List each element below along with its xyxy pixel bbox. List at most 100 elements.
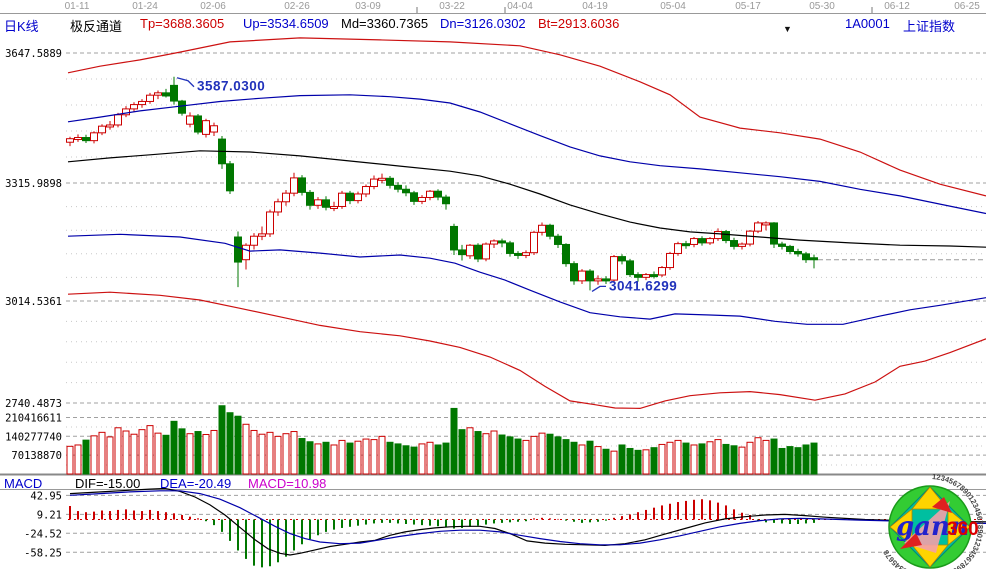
candle-body [770,222,778,245]
band-value-tp: Tp=3688.3605 [140,16,225,31]
volume-bar [162,434,170,475]
candle-body [410,192,418,202]
volume-bar [146,425,154,475]
candle-body [266,211,274,235]
candle-body [250,235,258,246]
candle-body [634,274,642,278]
band-value-bt: Bt=2913.6036 [538,16,620,31]
volume-bar [338,439,346,475]
volume-bar [82,439,90,475]
candle-body [682,243,690,247]
candle-body [466,244,474,257]
candle-body [114,114,122,126]
candle-body [626,260,634,276]
volume-bar [810,442,818,475]
date-tick-label: 01-11 [64,1,90,12]
date-tick-label: 05-04 [660,1,686,12]
logo-text-360: 360 [947,519,979,540]
candle-body [522,252,530,256]
volume-bar [610,450,618,475]
volume-bar [442,442,450,475]
volume-bar [178,428,186,475]
volume-bar [106,436,114,475]
candle-body [186,115,194,125]
volume-bar [690,444,698,475]
volume-bar [666,441,674,475]
volume-bar [330,444,338,475]
volume-bar [626,447,634,475]
candle-body [490,240,498,245]
candle-body [258,233,266,237]
volume-bar [426,441,434,475]
volume-bar [746,441,754,475]
volume-axis-label: 140277740 [5,431,62,443]
candle-body [138,100,146,106]
candle-body [402,188,410,194]
volume-bar [650,447,658,475]
candle-body [202,120,210,135]
candle-body [714,231,722,240]
candle-body [706,238,714,244]
volume-bar [250,429,258,475]
volume-bar [138,429,146,475]
candle-body [290,177,298,194]
macd-panel-label[interactable]: MACD [4,476,43,491]
volume-bar [306,441,314,475]
volume-bar [722,443,730,475]
candle-body [802,253,810,261]
date-tick-label: 06-25 [954,1,980,12]
volume-bar [714,439,722,475]
logo-text-gann: gann [896,512,969,542]
date-tick-label: 02-26 [284,1,310,12]
candle-body [498,240,506,244]
band-line-bt [67,291,986,410]
candle-body [226,163,234,192]
volume-bar [530,435,538,475]
volume-bar [218,405,226,475]
candle-body [346,192,354,202]
candle-body [642,274,650,278]
volume-bar [490,430,498,475]
candle-body [82,137,90,142]
volume-bar [130,433,138,475]
volume-bar [682,442,690,475]
volume-bar [794,447,802,475]
volume-bar [290,431,298,475]
candle-body [298,177,306,193]
candle-body [650,274,658,278]
candle-body [434,190,442,198]
candle-body [562,243,570,265]
volume-bar [346,442,354,475]
stock-code[interactable]: 1A0001 [845,16,890,31]
date-tick-label: 05-17 [735,1,761,12]
candle-body [146,94,154,102]
volume-bar [402,445,410,475]
candle-body [538,224,546,233]
candle-body [698,238,706,244]
candle-body [482,243,490,260]
candle-body [674,243,682,254]
macd-dea-line [69,490,986,546]
band-value-up: Up=3534.6509 [243,16,329,31]
volume-bar [698,443,706,475]
indicator-name-label[interactable]: 极反通道 [70,19,123,34]
gann360-logo: 1234567890123456789012345678901234567890… [881,472,985,569]
volume-bar [226,412,234,475]
band-line-md [67,150,986,248]
stock-name[interactable]: 上证指数 [903,19,956,34]
candle-body [794,250,802,255]
chevron-down-icon[interactable]: ▼ [783,24,792,34]
volume-bar [386,441,394,475]
volume-bar [786,446,794,475]
volume-bar [234,415,242,475]
annotation-low: 3041.6299 [609,278,677,293]
macd-axis-label: -58.25 [24,547,62,559]
candle-body [106,124,114,128]
volume-bar [202,433,210,475]
volume-bar [378,435,386,475]
candle-body [530,231,538,254]
candle-body [210,125,218,133]
macd-hist-value: MACD=10.98 [248,476,327,491]
volume-bar [450,407,458,475]
